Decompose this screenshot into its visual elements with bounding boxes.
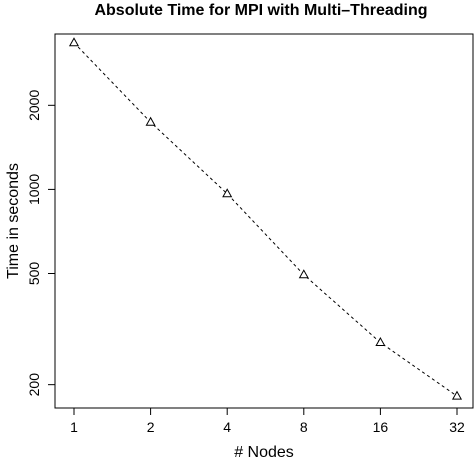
y-axis-label: Time in seconds bbox=[5, 163, 22, 279]
x-tick-label: 2 bbox=[147, 419, 155, 435]
x-tick-label: 16 bbox=[373, 419, 389, 435]
data-point-triangle bbox=[145, 116, 156, 126]
data-point-triangle bbox=[451, 390, 463, 400]
y-tick-label: 2000 bbox=[26, 90, 42, 121]
data-point-triangle bbox=[222, 188, 233, 198]
data-point-triangle bbox=[375, 337, 386, 347]
y-ticks: 200 500 1000 2000 bbox=[26, 90, 55, 397]
y-tick-label: 500 bbox=[26, 262, 42, 286]
y-tick-label: 200 bbox=[26, 373, 42, 397]
data-point-triangle bbox=[298, 269, 309, 279]
plot-frame bbox=[54, 33, 474, 409]
series-points bbox=[68, 37, 463, 400]
data-point-triangle bbox=[68, 37, 80, 47]
x-axis-label: # Nodes bbox=[234, 444, 294, 461]
x-tick-label: 4 bbox=[223, 419, 231, 435]
x-tick-label: 8 bbox=[300, 419, 308, 435]
x-ticks: 1 2 4 8 16 32 bbox=[70, 408, 465, 435]
chart-title: Absolute Time for MPI with Multi–Threadi… bbox=[94, 2, 427, 19]
x-tick-label: 1 bbox=[70, 419, 78, 435]
y-tick-label: 1000 bbox=[26, 174, 42, 205]
series-line bbox=[73, 42, 458, 397]
x-tick-label: 32 bbox=[449, 419, 465, 435]
